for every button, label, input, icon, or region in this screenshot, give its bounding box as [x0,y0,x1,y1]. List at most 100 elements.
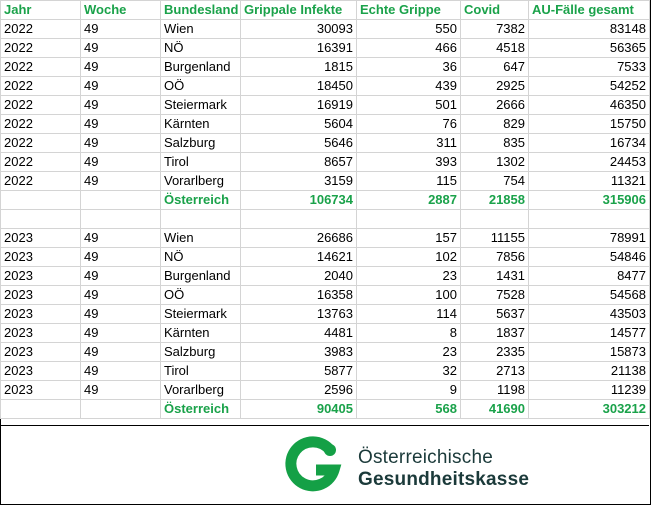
table-row: 2023 49 Burgenland 2040 23 1431 8477 [0,266,650,286]
table-row: 2022 49 Salzburg 5646 311 835 16734 [0,133,650,153]
au-faelle-cell: 7533 [528,57,650,77]
echte-grippe-cell: 32 [356,361,461,381]
bundesland-cell: Wien [160,228,241,248]
au-faelle-cell: 14577 [528,323,650,343]
au-faelle-cell: 43503 [528,304,650,324]
covid-cell: 1198 [460,380,529,400]
echte-grippe-cell: 393 [356,152,461,172]
covid-cell: 829 [460,114,529,134]
total-grippale-infekte-cell: 90405 [240,399,357,419]
table-row: 2022 49 Kärnten 5604 76 829 15750 [0,114,650,134]
empty-cell [528,209,650,229]
jahr-cell: 2023 [0,380,81,400]
table-row: 2023 49 NÖ 14621 102 7856 54846 [0,247,650,267]
column-header-grippale-infekte: Grippale Infekte [240,0,357,20]
table-row: 2022 49 Tirol 8657 393 1302 24453 [0,152,650,172]
echte-grippe-cell: 501 [356,95,461,115]
table-row: 2022 49 OÖ 18450 439 2925 54252 [0,76,650,96]
bundesland-cell: Tirol [160,152,241,172]
grippale-infekte-cell: 5604 [240,114,357,134]
covid-cell: 7382 [460,19,529,39]
oegk-logo-icon [285,436,342,492]
woche-cell: 49 [80,323,161,343]
woche-cell: 49 [80,57,161,77]
grippale-infekte-cell: 5646 [240,133,357,153]
echte-grippe-cell: 550 [356,19,461,39]
bundesland-cell: OÖ [160,76,241,96]
logo-text-line1: Österreichische [358,447,493,468]
au-faelle-cell: 15750 [528,114,650,134]
woche-cell: 49 [80,95,161,115]
total-covid-cell: 21858 [460,190,529,210]
total-au-faelle-cell: 315906 [528,190,650,210]
jahr-cell: 2023 [0,323,81,343]
column-header-covid: Covid [460,0,529,20]
covid-cell: 5637 [460,304,529,324]
table-row: 2022 49 NÖ 16391 466 4518 56365 [0,38,650,58]
woche-cell: 49 [80,228,161,248]
total-row: Österreich 106734 2887 21858 315906 [0,190,650,210]
grippale-infekte-cell: 8657 [240,152,357,172]
grippale-infekte-cell: 3983 [240,342,357,362]
jahr-cell: 2023 [0,228,81,248]
total-row: Österreich 90405 568 41690 303212 [0,399,650,419]
jahr-cell: 2023 [0,285,81,305]
au-faelle-cell: 54568 [528,285,650,305]
au-faelle-cell: 15873 [528,342,650,362]
echte-grippe-cell: 8 [356,323,461,343]
echte-grippe-cell: 115 [356,171,461,191]
empty-cell [356,209,461,229]
table-row: 2022 49 Burgenland 1815 36 647 7533 [0,57,650,77]
grippale-infekte-cell: 13763 [240,304,357,324]
empty-cell [460,209,529,229]
woche-cell: 49 [80,19,161,39]
covid-cell: 647 [460,57,529,77]
au-faelle-cell: 54252 [528,76,650,96]
bundesland-cell: Tirol [160,361,241,381]
total-grippale-infekte-cell: 106734 [240,190,357,210]
empty-cell [0,209,81,229]
echte-grippe-cell: 157 [356,228,461,248]
woche-cell: 49 [80,247,161,267]
covid-cell: 4518 [460,38,529,58]
covid-cell: 1302 [460,152,529,172]
table-row: 2023 49 OÖ 16358 100 7528 54568 [0,285,650,305]
covid-cell: 7856 [460,247,529,267]
woche-cell: 49 [80,342,161,362]
column-header-jahr: Jahr [0,0,81,20]
au-faelle-cell: 11321 [528,171,650,191]
table-row: 2023 49 Steiermark 13763 114 5637 43503 [0,304,650,324]
table-row: 2023 49 Wien 26686 157 11155 78991 [0,228,650,248]
bundesland-cell: NÖ [160,38,241,58]
au-faelle-cell: 11239 [528,380,650,400]
woche-cell: 49 [80,171,161,191]
covid-cell: 7528 [460,285,529,305]
au-faelle-cell: 46350 [528,95,650,115]
au-faelle-cell: 54846 [528,247,650,267]
column-header-au-faelle-gesamt: AU-Fälle gesamt [528,0,650,20]
bundesland-cell: Steiermark [160,304,241,324]
bundesland-cell: Burgenland [160,57,241,77]
empty-cell [80,399,161,419]
jahr-cell: 2023 [0,361,81,381]
bundesland-cell: Kärnten [160,114,241,134]
empty-cell [80,190,161,210]
grippale-infekte-cell: 16358 [240,285,357,305]
grippale-infekte-cell: 1815 [240,57,357,77]
table-row: 2023 49 Vorarlberg 2596 9 1198 11239 [0,380,650,400]
au-faelle-cell: 16734 [528,133,650,153]
grippale-infekte-cell: 26686 [240,228,357,248]
grippale-infekte-cell: 16391 [240,38,357,58]
au-faelle-cell: 24453 [528,152,650,172]
au-faelle-cell: 83148 [528,19,650,39]
echte-grippe-cell: 76 [356,114,461,134]
empty-cell [0,190,81,210]
grippale-infekte-cell: 5877 [240,361,357,381]
jahr-cell: 2022 [0,57,81,77]
logo-text-line2: Gesundheitskasse [358,469,530,490]
echte-grippe-cell: 439 [356,76,461,96]
total-covid-cell: 41690 [460,399,529,419]
woche-cell: 49 [80,266,161,286]
jahr-cell: 2022 [0,19,81,39]
data-table: Jahr Woche Bundesland Grippale Infekte E… [0,0,650,419]
